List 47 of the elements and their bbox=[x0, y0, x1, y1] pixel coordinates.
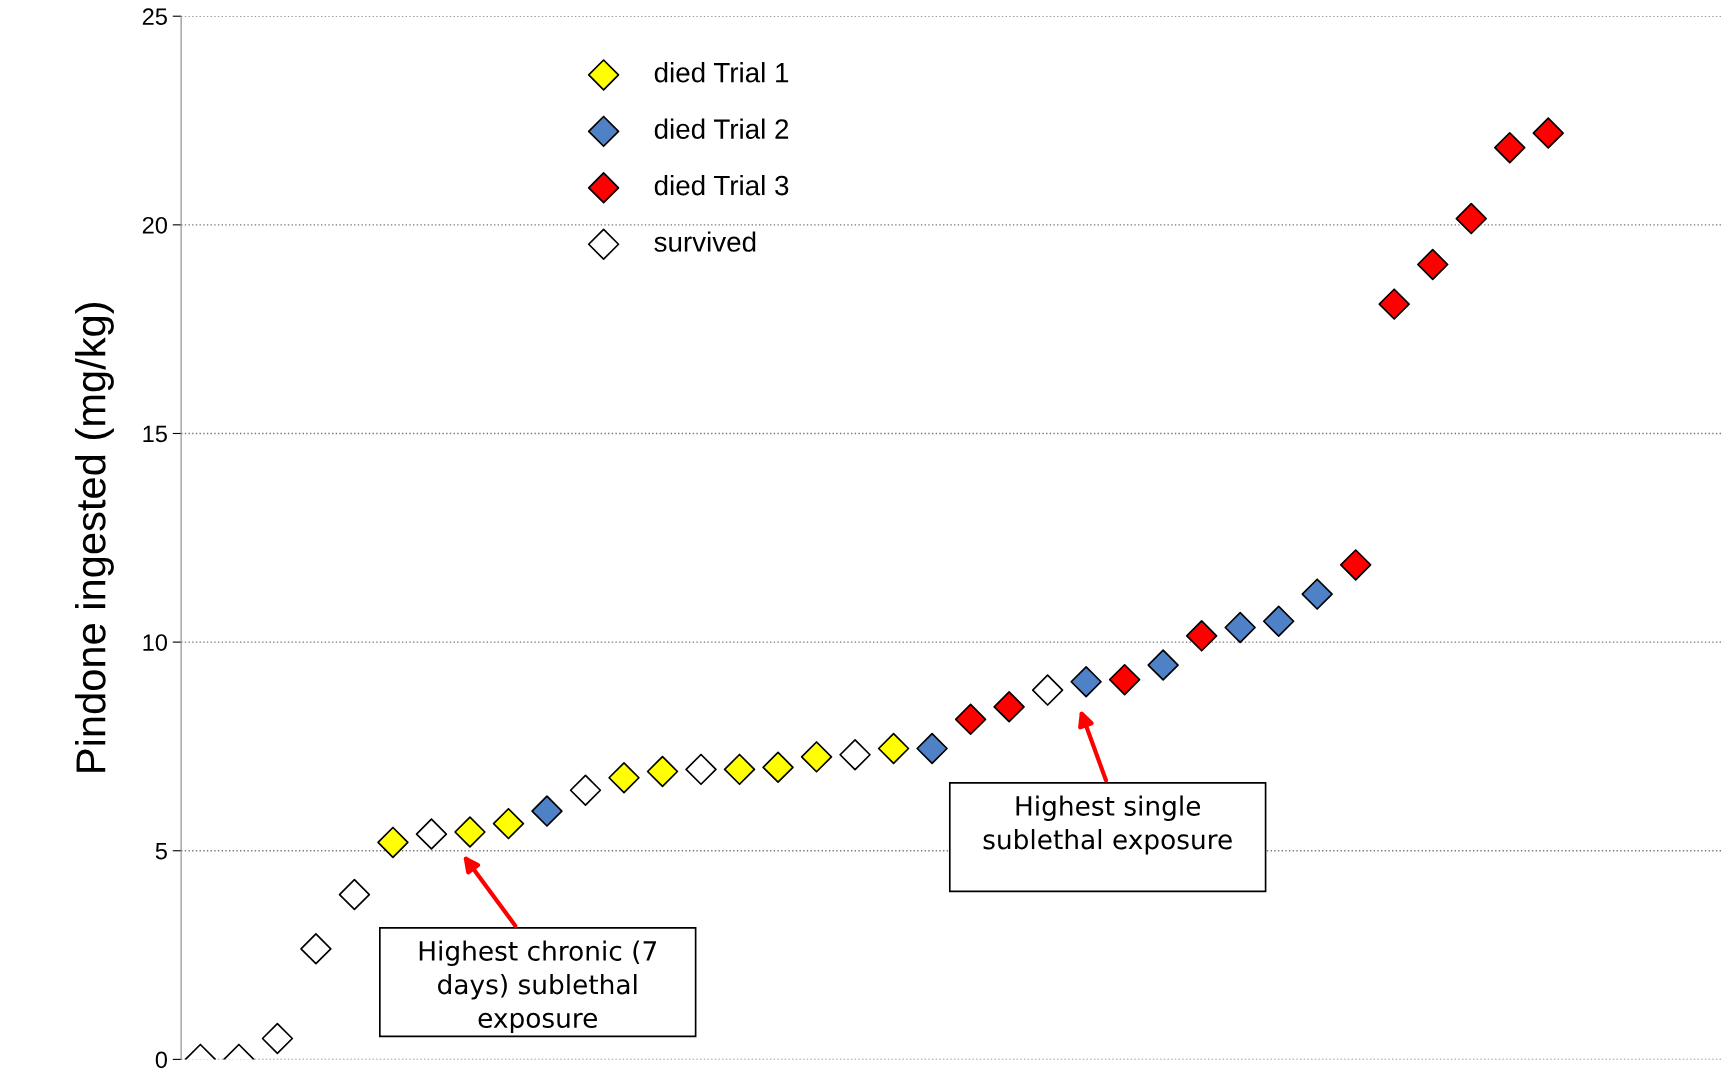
point bbox=[723, 753, 756, 786]
point bbox=[377, 826, 409, 859]
y-tick-label: 5 bbox=[155, 843, 167, 860]
legend-label: died Trial 2 bbox=[654, 118, 789, 139]
y-tick-label: 0 bbox=[155, 1051, 168, 1069]
y-tick-label: 25 bbox=[142, 8, 167, 25]
point bbox=[415, 818, 448, 850]
legend-label: died Trial 1 bbox=[654, 62, 789, 83]
point bbox=[531, 795, 563, 827]
point bbox=[685, 753, 717, 786]
point bbox=[1262, 605, 1295, 637]
point bbox=[1416, 248, 1449, 281]
y-tick-label: 20 bbox=[142, 216, 168, 234]
point bbox=[569, 774, 602, 806]
point bbox=[1378, 288, 1410, 320]
point bbox=[839, 739, 871, 771]
point bbox=[1070, 666, 1102, 698]
y-axis-title: Pindone ingested (mg/kg) bbox=[75, 302, 114, 772]
point bbox=[454, 816, 486, 848]
legend-label: survived bbox=[654, 231, 756, 252]
point bbox=[993, 691, 1025, 723]
point bbox=[646, 755, 679, 788]
point bbox=[762, 751, 794, 784]
point bbox=[1147, 649, 1179, 681]
point bbox=[300, 933, 332, 965]
point bbox=[1494, 131, 1526, 164]
point bbox=[916, 732, 948, 765]
point bbox=[608, 761, 640, 794]
annotation: Highest chronic (7 days) sublethal exposure bbox=[419, 940, 656, 1034]
point bbox=[1301, 578, 1333, 610]
point bbox=[1532, 117, 1564, 149]
point bbox=[877, 732, 910, 765]
point bbox=[1339, 549, 1372, 581]
point bbox=[800, 741, 833, 773]
point bbox=[1455, 202, 1487, 235]
legend-label: died Trial 3 bbox=[654, 174, 789, 196]
y-tick-label: 10 bbox=[143, 634, 168, 651]
annotation: Highest single sublethal exposure bbox=[983, 795, 1232, 855]
point bbox=[261, 1022, 294, 1055]
y-tick-label: 15 bbox=[143, 425, 167, 443]
point bbox=[954, 703, 987, 736]
point bbox=[338, 878, 371, 911]
point bbox=[1185, 620, 1218, 652]
point bbox=[1031, 674, 1064, 706]
point bbox=[1108, 663, 1141, 696]
point bbox=[492, 807, 525, 840]
point bbox=[1224, 611, 1256, 644]
